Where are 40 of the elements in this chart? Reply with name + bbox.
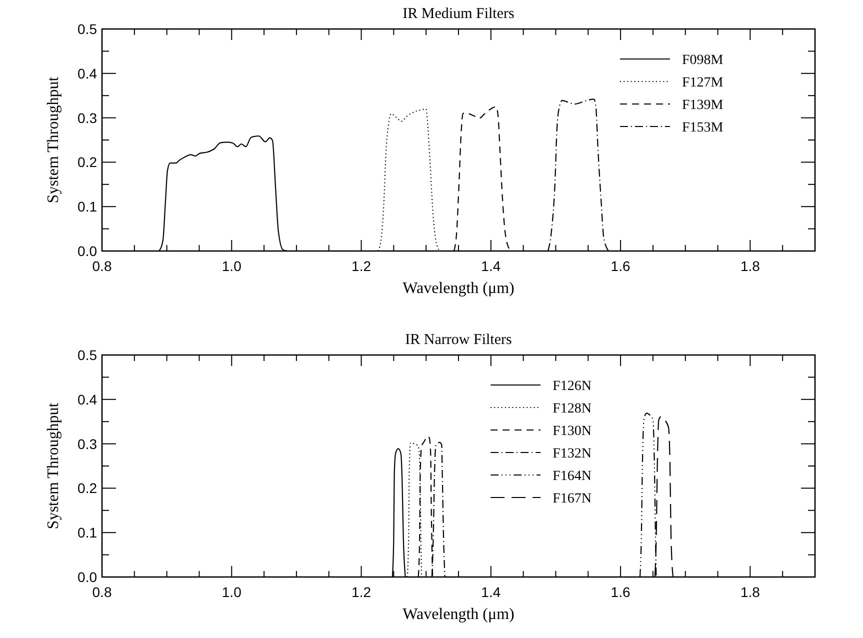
chart-title: IR Narrow Filters: [405, 332, 512, 348]
y-axis-title: System Throughput: [45, 402, 62, 530]
y-tick-label: 0.0: [78, 569, 98, 585]
x-tick-label: 1.6: [610, 584, 630, 600]
x-tick-label: 1.2: [352, 258, 372, 274]
y-tick-label: 0.0: [78, 243, 98, 259]
x-tick-label: 1.2: [352, 584, 372, 600]
y-tick-label: 0.1: [78, 198, 98, 215]
x-axis-title: Wavelength (μm): [402, 280, 514, 297]
x-tick-label: 1.4: [481, 584, 501, 600]
x-tick-label: 1.8: [740, 258, 760, 274]
legend-label: F139M: [682, 98, 724, 113]
y-tick-label: 0.3: [78, 110, 98, 126]
legend-label: F098M: [682, 53, 724, 68]
x-tick-label: 1.8: [740, 584, 760, 600]
x-tick-label: 1.6: [610, 258, 630, 274]
y-tick-label: 0.5: [78, 347, 98, 363]
legend-label: F167N: [552, 492, 592, 506]
y-tick-label: 0.1: [78, 524, 98, 541]
legend-label: F126N: [552, 379, 592, 394]
x-tick-label: 1.4: [481, 258, 501, 274]
legend-label: F153M: [682, 120, 724, 136]
legend-label: F132N: [552, 446, 592, 462]
y-tick-label: 0.4: [78, 391, 98, 408]
y-tick-label: 0.5: [78, 21, 98, 37]
legend-label: F130N: [552, 424, 592, 439]
y-axis-title: System Throughput: [45, 76, 62, 204]
x-tick-label: 0.8: [92, 584, 112, 600]
legend-label: F128N: [552, 402, 592, 416]
y-tick-label: 0.2: [78, 480, 98, 496]
legend-label: F127M: [682, 76, 724, 90]
x-axis-title: Wavelength (μm): [402, 606, 514, 623]
x-tick-label: 0.8: [92, 258, 112, 274]
x-tick-label: 1.0: [222, 258, 242, 274]
y-tick-label: 0.4: [78, 65, 98, 82]
legend-label: F164N: [552, 469, 592, 484]
y-tick-label: 0.2: [78, 154, 98, 170]
chart-title: IR Medium Filters: [402, 6, 514, 22]
y-tick-label: 0.3: [78, 436, 98, 452]
x-tick-label: 1.0: [222, 584, 242, 600]
